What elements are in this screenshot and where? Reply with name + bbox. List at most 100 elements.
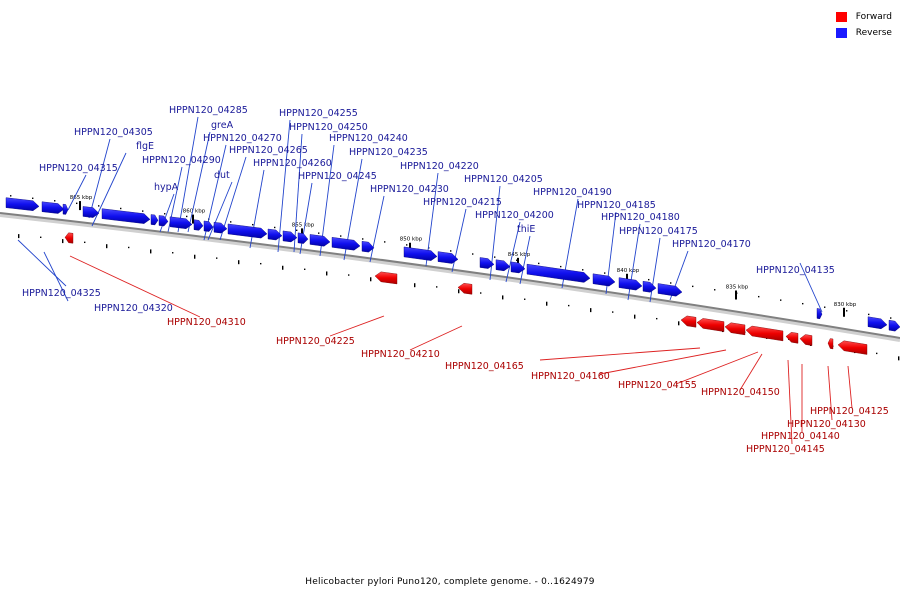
minor-tick: [480, 292, 482, 294]
forward-swatch: [835, 12, 847, 22]
reverse-gene-arrow: [592, 273, 616, 287]
reverse-gene-leader: [43, 251, 69, 302]
minor-tick: [370, 277, 372, 282]
scale-tick-label: 845 kbp: [508, 252, 531, 258]
minor-tick: [216, 257, 218, 259]
minor-tick: [436, 286, 438, 288]
reverse-gene-leader: [67, 174, 87, 211]
minor-tick: [516, 259, 518, 261]
minor-tick: [274, 226, 276, 229]
minor-tick: [128, 246, 130, 249]
minor-tick: [120, 207, 122, 210]
forward-gene-arrow: [785, 332, 799, 344]
minor-tick: [84, 241, 86, 244]
reverse-gene-leader: [519, 235, 531, 285]
reverse-gene-label: HPPN120_04180: [601, 212, 680, 223]
reverse-gene-label: greA: [211, 120, 234, 131]
reverse-gene-label: HPPN120_04215: [423, 197, 502, 208]
minor-tick: [736, 292, 738, 294]
forward-gene-leader: [847, 365, 853, 409]
minor-tick: [692, 285, 694, 288]
reverse-gene-label: HPPN120_04230: [370, 184, 449, 195]
reverse-gene-label: HPPN120_04260: [253, 158, 332, 169]
reverse-gene-label: HPPN120_04250: [289, 122, 368, 133]
minor-tick: [670, 282, 672, 284]
forward-gene-leader: [827, 365, 833, 421]
reverse-gene-label: HPPN120_04220: [400, 161, 479, 172]
reverse-gene-arrow: [62, 203, 69, 215]
minor-tick: [876, 352, 878, 355]
reverse-gene-arrow: [618, 277, 643, 291]
forward-gene-label: HPPN120_04165: [445, 361, 524, 372]
minor-tick: [898, 356, 900, 361]
forward-gene-arrow: [827, 338, 834, 350]
forward-gene-leader: [599, 349, 727, 375]
minor-tick: [494, 256, 496, 258]
reverse-gene-arrow: [309, 234, 331, 247]
minor-tick: [824, 306, 826, 308]
reverse-gene-label: HPPN120_04170: [672, 239, 751, 250]
reverse-gene-arrow: [193, 219, 204, 231]
forward-gene-arrow: [64, 232, 74, 244]
scale-tick-label: 835 kbp: [726, 284, 749, 290]
minor-tick: [238, 260, 240, 265]
reverse-gene-label: HPPN120_04135: [756, 265, 835, 276]
reverse-gene-label: HPPN120_04190: [533, 187, 612, 198]
forward-gene-arrow: [837, 340, 868, 355]
reverse-gene-arrow: [297, 232, 309, 244]
forward-gene-arrow: [374, 271, 398, 285]
minor-tick: [868, 313, 870, 316]
reverse-gene-arrow: [227, 223, 268, 239]
minor-tick: [450, 250, 452, 252]
reverse-gene-arrow: [403, 246, 438, 261]
reverse-gene-label: HPPN120_04185: [577, 200, 656, 211]
reverse-gene-label: HPPN120_04270: [203, 133, 282, 144]
minor-tick: [348, 274, 350, 276]
reverse-gene-leader: [451, 208, 467, 273]
reverse-gene-label: HPPN120_04245: [298, 171, 377, 182]
minor-tick: [362, 238, 364, 240]
reverse-gene-label: HPPN120_04285: [169, 105, 248, 116]
reverse-gene-label: thiE: [517, 224, 535, 235]
forward-gene-arrow: [745, 325, 784, 342]
reverse-gene-arrow: [361, 241, 375, 253]
minor-tick: [164, 213, 166, 215]
reverse-gene-leader: [505, 221, 521, 283]
reverse-gene-label: flgE: [136, 141, 154, 152]
minor-tick: [560, 265, 562, 268]
forward-gene-leader: [539, 347, 701, 361]
minor-tick: [802, 302, 804, 305]
forward-gene-label: HPPN120_04150: [701, 387, 780, 398]
scale-tick-label: 860 kbp: [183, 209, 206, 215]
genome-axis: [0, 212, 900, 339]
minor-tick: [186, 215, 188, 218]
reverse-gene-arrow: [82, 206, 100, 218]
minor-tick: [626, 275, 628, 278]
reverse-gene-arrow: [267, 228, 283, 241]
reverse-gene-leader: [207, 181, 233, 241]
minor-tick: [590, 308, 592, 313]
legend-reverse: Reverse: [835, 25, 892, 41]
minor-tick: [890, 317, 892, 319]
minor-tick: [260, 262, 262, 265]
minor-tick: [62, 239, 64, 244]
minor-tick: [648, 278, 650, 281]
forward-gene-arrow: [696, 318, 725, 332]
forward-gene-leader: [739, 353, 763, 391]
reverse-gene-leader: [88, 138, 111, 219]
forward-gene-label: HPPN120_04130: [787, 419, 866, 430]
forward-gene-leader: [409, 325, 463, 351]
reverse-gene-label: hypA: [154, 182, 179, 193]
minor-tick: [340, 235, 342, 237]
reverse-gene-leader: [187, 131, 211, 233]
reverse-gene-arrow: [495, 259, 511, 272]
minor-tick: [538, 262, 540, 265]
reverse-swatch: [835, 28, 847, 38]
reverse-gene-arrow: [203, 220, 214, 232]
minor-tick: [846, 310, 848, 312]
reverse-gene-label: dut: [214, 170, 230, 181]
minor-tick: [678, 321, 680, 326]
minor-tick: [98, 205, 100, 207]
reverse-gene-label: HPPN120_04315: [39, 163, 118, 174]
